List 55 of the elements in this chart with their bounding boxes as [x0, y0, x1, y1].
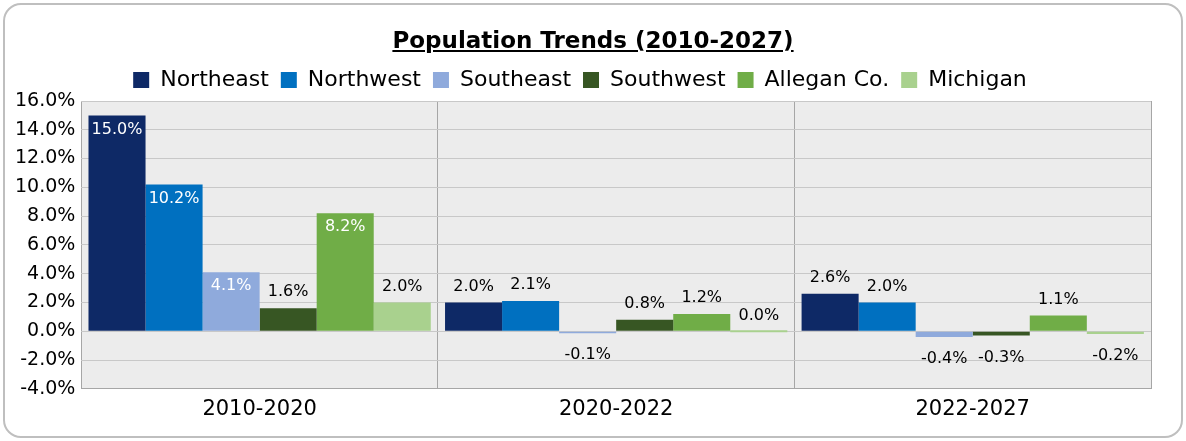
y-tick-label: 4.0%	[27, 260, 76, 283]
bar	[972, 331, 1030, 336]
bar	[502, 301, 560, 331]
data-label: 2.0%	[866, 275, 908, 295]
y-tick-label: 12.0%	[15, 145, 76, 168]
bar	[316, 213, 374, 331]
bar	[616, 319, 674, 331]
bar	[145, 184, 203, 331]
data-label: -0.4%	[920, 348, 968, 368]
bar	[858, 302, 916, 331]
chart-title: Population Trends (2010-2027)	[391, 27, 795, 53]
data-label: 8.2%	[324, 216, 366, 236]
legend-label: Southwest	[610, 65, 726, 91]
legend-label: Michigan	[928, 65, 1027, 91]
data-label: 4.1%	[210, 275, 252, 295]
data-label: 15.0%	[91, 118, 143, 138]
x-tick-label: 2020-2022	[558, 395, 674, 420]
data-label: -0.2%	[1092, 345, 1139, 365]
bar	[445, 302, 503, 331]
data-label: 10.2%	[148, 187, 200, 207]
data-label: 1.1%	[1037, 288, 1079, 308]
y-tick-label: 16.0%	[15, 87, 76, 110]
bar	[202, 272, 260, 331]
bar	[259, 308, 317, 331]
bar	[1029, 315, 1087, 331]
data-label: 2.6%	[809, 266, 851, 286]
data-label: -0.1%	[564, 344, 611, 364]
bar	[801, 293, 859, 331]
data-label: 0.0%	[738, 305, 780, 325]
x-tick-label: 2022-2027	[915, 395, 1030, 420]
legend-label: Allegan Co.	[764, 65, 890, 91]
bar	[88, 115, 146, 331]
y-tick-label: 8.0%	[27, 203, 76, 226]
y-tick-label: 10.0%	[15, 174, 76, 197]
data-label: 1.6%	[267, 281, 309, 301]
legend-label: Southeast	[459, 65, 572, 91]
legend-label: Northeast	[160, 65, 270, 91]
data-label: 1.2%	[681, 287, 723, 307]
bar	[730, 330, 788, 333]
bar	[915, 331, 973, 337]
legend-label: Northwest	[307, 65, 422, 91]
data-label: 2.0%	[381, 275, 423, 295]
data-label: 2.0%	[453, 275, 494, 295]
y-tick-label: 14.0%	[15, 116, 76, 139]
data-label: 2.1%	[510, 274, 551, 294]
y-tick-label: -2.0%	[20, 346, 76, 369]
data-label: -0.3%	[978, 346, 1025, 366]
y-tick-label: 6.0%	[27, 231, 76, 254]
x-tick-label: 2010-2020	[202, 395, 317, 420]
data-label: 0.8%	[624, 292, 666, 312]
y-tick-label: 0.0%	[27, 318, 76, 341]
bar	[673, 313, 731, 331]
bar	[373, 302, 431, 331]
y-tick-label: 2.0%	[27, 289, 76, 312]
y-tick-label: -4.0%	[20, 375, 76, 398]
